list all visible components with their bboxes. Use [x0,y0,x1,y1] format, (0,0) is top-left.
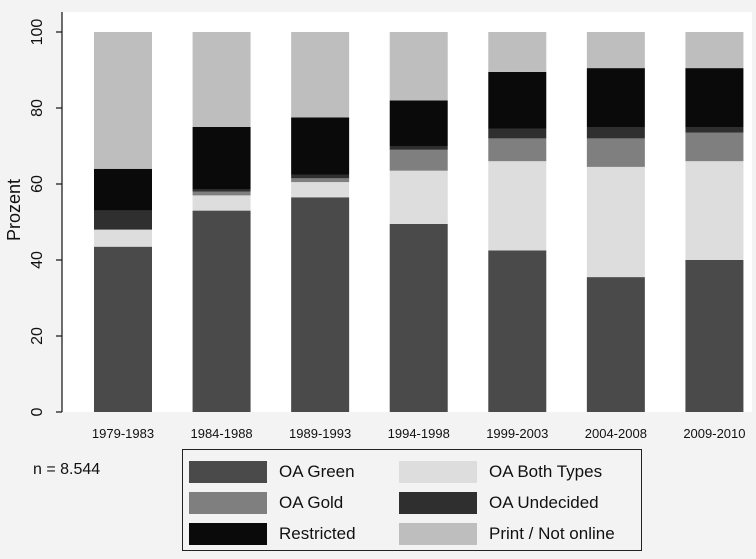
bar-segment [586,277,645,412]
legend-item-oa-undecided: OA Undecided [399,489,599,517]
x-tick-label: 1984-1988 [190,426,252,441]
bar-segment [291,197,350,412]
bar-segment [685,161,744,260]
bar-segment [94,32,152,169]
x-tick-label: 2009-2010 [683,426,745,441]
bar-segment [389,146,448,150]
bar-segment [94,210,152,230]
bar-segment [291,182,350,198]
legend-item-print-not-online: Print / Not online [399,520,615,548]
legend-label: OA Green [279,462,355,481]
legend-swatch [399,461,477,483]
bar-segment [192,32,251,127]
bar-segment [488,71,547,129]
bar-segment [94,246,152,412]
legend: OA Green OA Both Types OA Gold OA Undeci… [182,449,642,551]
legend-swatch [189,523,267,545]
y-tick-label: 100 [29,19,46,46]
x-tick-label: 1999-2003 [486,426,548,441]
x-tick-label: 2004-2008 [585,426,647,441]
bar-segment [488,250,547,412]
bar-segment [488,138,547,162]
bar-segment [94,229,152,247]
x-tick-label: 1994-1998 [388,426,450,441]
legend-item-oa-green: OA Green [189,458,355,486]
legend-swatch [189,461,267,483]
bar-segment [389,170,448,224]
bar-segment [389,32,448,101]
bar-segment [685,127,744,133]
bar-segment [586,138,645,167]
bar-segment [291,178,350,183]
x-tick-label: 1979-1983 [92,426,154,441]
bar-segment [94,168,152,211]
bar-segment [192,191,251,196]
legend-label: Restricted [279,524,356,543]
bar-segment [389,100,448,146]
legend-item-restricted: Restricted [189,520,356,548]
bar-segment [291,174,350,179]
bar-segment [586,68,645,127]
legend-swatch [399,492,477,514]
y-tick-label: 60 [29,175,46,193]
bar-segment [488,128,547,139]
bar-segment [192,195,251,211]
bar-segment [389,223,448,412]
sample-size-note: n = 8.544 [33,461,101,478]
bar-segment [685,68,744,127]
bar-segment [192,189,251,192]
legend-swatch [189,492,267,514]
y-tick-label: 80 [29,99,46,117]
bar-segment [192,210,251,412]
legend-item-oa-gold: OA Gold [189,489,343,517]
bar-segment [291,32,350,118]
x-tick-label: 1989-1993 [289,426,351,441]
y-axis-label: Prozent [4,179,24,241]
bar-segment [685,132,744,162]
legend-label: OA Gold [279,493,344,512]
legend-item-oa-both-types: OA Both Types [399,458,602,486]
bar-segment [586,127,645,139]
legend-swatch [399,523,477,545]
legend-label: Print / Not online [489,524,615,543]
bar-segment [586,32,645,69]
bar-segment [586,166,645,278]
y-tick-label: 0 [29,407,46,416]
legend-label: OA Undecided [489,493,599,512]
bar-segment [192,127,251,190]
bar-segment [291,117,350,175]
bar-segment [685,260,744,412]
bar-segment [488,32,547,72]
bar-segment [488,161,547,251]
bar-segment [389,149,448,171]
legend-label: OA Both Types [489,462,603,481]
y-tick-label: 20 [29,327,46,345]
y-tick-label: 40 [29,251,46,269]
bar-segment [685,32,744,69]
